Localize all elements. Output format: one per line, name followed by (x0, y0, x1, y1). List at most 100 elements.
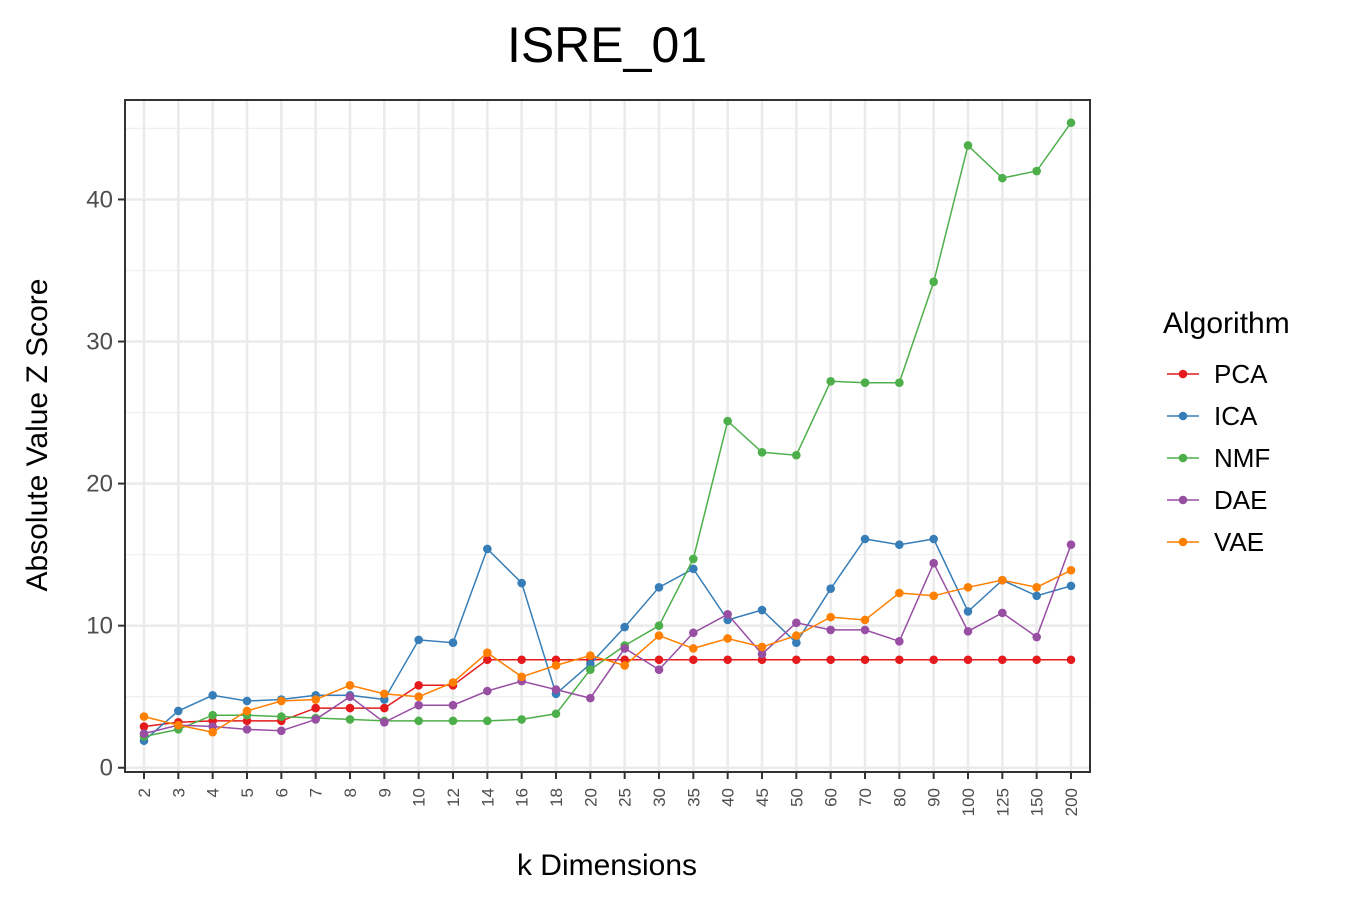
data-point-ica (620, 622, 629, 632)
data-point-nmf (826, 377, 835, 386)
data-point-vae (654, 631, 664, 640)
data-point-vae (517, 672, 526, 682)
x-tick-label: 16 (513, 788, 532, 807)
series-line-vae (143, 569, 1072, 733)
data-point-vae (1066, 565, 1076, 575)
data-point-ica (242, 696, 252, 706)
x-tick-label: 3 (169, 788, 188, 797)
x-axis-title: k Dimensions (517, 849, 697, 882)
data-point-vae (826, 612, 835, 622)
data-point-ica (208, 690, 217, 700)
x-tick-label: 5 (238, 788, 257, 797)
data-point-nmf (723, 416, 732, 426)
data-point-ica (483, 544, 492, 554)
series-vae (139, 565, 1076, 737)
data-point-pca (517, 655, 526, 665)
x-axis: 2 3 4 5 6 7 8 9 10 12 14 16 18 20 25 30 35 40 45 50 60 70 80 90… (135, 772, 1081, 816)
data-point-nmf (448, 716, 458, 726)
data-point-nmf (208, 710, 217, 720)
data-point-vae (139, 712, 149, 721)
x-tick-label: 6 (272, 788, 291, 797)
data-point-nmf (277, 712, 286, 721)
data-point-nmf (586, 665, 595, 675)
legend-key-point (1178, 453, 1188, 463)
data-point-dae (242, 725, 252, 734)
data-point-dae (654, 665, 664, 675)
data-point-pca (311, 703, 320, 713)
data-point-vae (311, 695, 320, 704)
legend-item-dae: DAE (1167, 485, 1267, 515)
x-tick-label: 60 (822, 788, 841, 807)
data-point-vae (998, 575, 1007, 585)
data-point-ica (1032, 591, 1041, 601)
data-point-dae (586, 693, 595, 703)
data-point-dae (483, 686, 492, 696)
data-point-nmf (414, 716, 423, 726)
x-tick-label: 40 (719, 788, 738, 807)
y-tick-label: 10 (86, 613, 113, 640)
data-point-dae (551, 685, 561, 694)
legend-item-vae: VAE (1167, 527, 1264, 557)
x-tick-label: 125 (993, 788, 1012, 816)
legend-label: DAE (1214, 485, 1267, 515)
x-tick-label: 80 (890, 788, 909, 807)
data-point-dae (139, 729, 149, 738)
x-tick-label: 200 (1062, 788, 1081, 816)
data-point-vae (963, 583, 973, 592)
plot-panel (125, 100, 1090, 772)
data-point-pca (792, 655, 801, 665)
x-tick-label: 70 (856, 788, 875, 807)
minor-gridlines (125, 127, 1090, 698)
data-point-pca (345, 703, 355, 713)
data-point-dae (380, 717, 389, 727)
x-tick-label: 20 (581, 788, 600, 807)
data-point-pca (483, 655, 492, 665)
x-tick-label: 8 (341, 788, 360, 797)
data-point-dae (826, 625, 835, 635)
legend-item-ica: ICA (1167, 401, 1258, 431)
data-point-dae (1066, 540, 1076, 549)
data-point-dae (963, 627, 973, 636)
legend-key-point (1178, 495, 1188, 505)
data-point-pca (380, 703, 389, 713)
data-point-vae (929, 591, 938, 601)
plot-border (124, 99, 1091, 773)
data-point-nmf (1066, 118, 1076, 128)
data-point-nmf (517, 715, 526, 724)
data-point-dae (723, 610, 732, 619)
data-point-ica (792, 638, 801, 648)
legend-label: VAE (1214, 527, 1264, 557)
data-point-nmf (654, 621, 664, 630)
legend: Algorithm PCA ICA NMF DAE VAE (1163, 307, 1290, 557)
data-point-nmf (483, 716, 492, 726)
series-layer (139, 118, 1076, 746)
data-point-vae (483, 648, 492, 657)
x-tick-label: 35 (684, 788, 703, 807)
legend-key-point (1178, 537, 1188, 547)
data-point-nmf (757, 448, 767, 457)
data-point-vae (380, 689, 389, 699)
data-point-pca (1066, 655, 1076, 665)
data-point-ica (895, 540, 904, 549)
data-point-nmf (860, 378, 870, 388)
series-line-nmf (143, 122, 1072, 738)
x-tick-label: 100 (959, 788, 978, 816)
data-point-pca (963, 655, 973, 665)
data-point-dae (998, 608, 1007, 618)
legend-label: NMF (1214, 443, 1270, 473)
data-point-pca (139, 722, 149, 731)
legend-label: ICA (1214, 401, 1258, 431)
y-tick-label: 20 (86, 471, 113, 498)
data-point-nmf (929, 277, 938, 287)
data-point-vae (723, 634, 732, 643)
legend-title: Algorithm (1163, 307, 1290, 340)
data-point-ica (689, 564, 698, 574)
data-point-vae (689, 644, 698, 653)
data-point-ica (517, 578, 526, 588)
data-point-vae (345, 681, 355, 690)
data-point-ica (448, 638, 458, 648)
plot-background (125, 100, 1090, 772)
x-tick-label: 150 (1028, 788, 1047, 816)
y-axis: 0 10 20 30 40 (86, 186, 125, 782)
data-point-ica (860, 534, 870, 544)
